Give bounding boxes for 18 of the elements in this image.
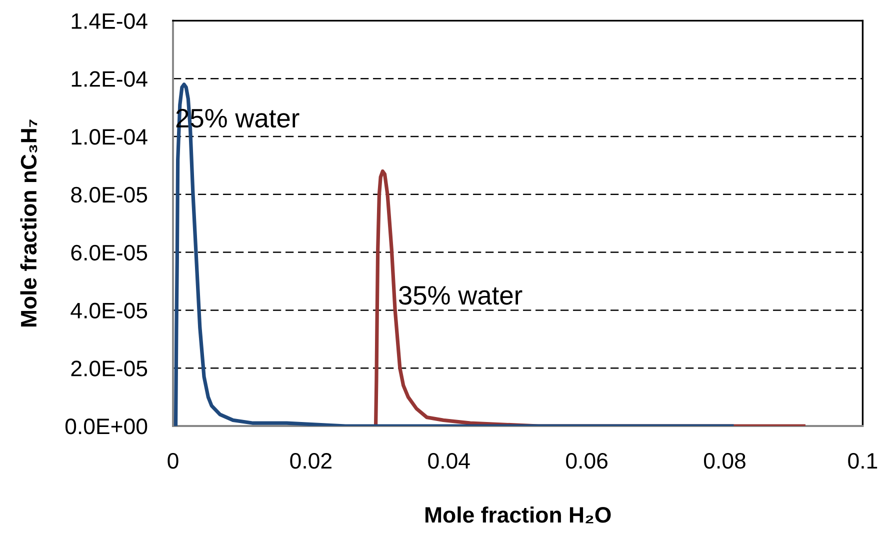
x-tick-label: 0.1 <box>848 452 878 469</box>
x-tick-label: 0.06 <box>566 452 608 469</box>
y-tick-label: 1.4E-04 <box>72 13 148 29</box>
x-axis-title: Mole fraction H₂O <box>426 506 611 524</box>
x-tick-label: 0 <box>168 452 178 469</box>
x-tick-label: 0.04 <box>428 452 470 469</box>
y-tick-label: 1.2E-04 <box>72 71 148 87</box>
line-series <box>174 82 736 426</box>
y-tick-label: 4.0E-05 <box>70 302 148 318</box>
x-tick-label: 0.08 <box>704 452 746 469</box>
y-axis-title: Mole fraction nC₃H₇ <box>20 120 38 326</box>
y-tick-label: 2.0E-05 <box>71 360 148 376</box>
y-tick-label: 6.0E-05 <box>71 244 148 261</box>
y-tick-label: 8.0E-05 <box>71 186 148 203</box>
y-tick-label: 1.0E-04 <box>72 129 148 145</box>
series-label: 35% water <box>398 286 522 305</box>
x-tick-label: 0.02 <box>290 452 332 469</box>
y-tick-label: 0.0E+00 <box>65 418 148 434</box>
